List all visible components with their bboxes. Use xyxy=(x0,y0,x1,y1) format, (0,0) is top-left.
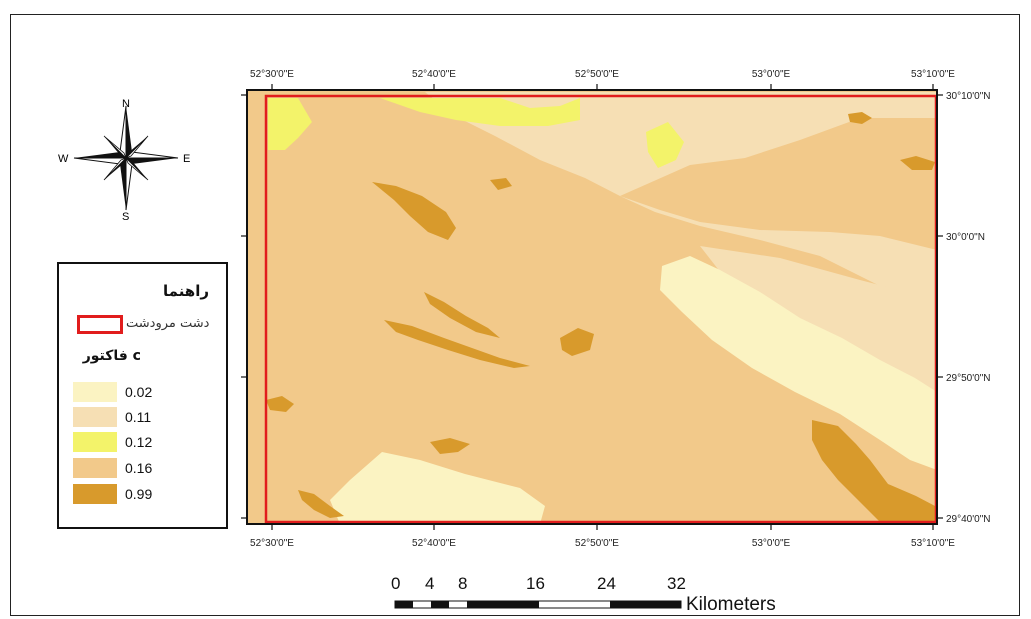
north-arrow-icon: N S E W xyxy=(58,98,190,223)
scale-tick-label: 24 xyxy=(597,574,616,593)
west-label: W xyxy=(58,153,69,165)
class-0-12-region-north xyxy=(380,98,580,126)
lon-label-bottom: 52°40'0"E xyxy=(412,538,456,549)
lon-label-top: 53°10'0"E xyxy=(911,69,955,80)
legend: راهنما دشت مرودشت فاکتور c 0.02 0.11 0.1… xyxy=(57,262,228,529)
scale-tick-label: 16 xyxy=(526,574,545,593)
class-0-99-patch-4 xyxy=(560,328,594,356)
scale-tick-label: 8 xyxy=(458,574,468,593)
boundary-swatch xyxy=(77,315,123,334)
class-swatch xyxy=(73,432,117,452)
lon-label-top: 52°40'0"E xyxy=(412,69,456,80)
class-0-02-region-south xyxy=(330,452,545,524)
class-label: 0.12 xyxy=(125,434,153,450)
class-label: 0.11 xyxy=(125,409,152,425)
boundary-label: دشت مرودشت xyxy=(126,316,210,331)
north-label: N xyxy=(122,98,130,110)
lat-label: 29°40'0"N xyxy=(946,514,991,525)
lon-label-top: 52°50'0"E xyxy=(575,69,619,80)
scale-tick-label: 0 xyxy=(391,574,401,593)
class-label: 0.02 xyxy=(125,384,153,400)
class-swatch xyxy=(73,484,117,504)
class-0-99-region-southeast xyxy=(812,420,935,522)
scale-bar xyxy=(394,600,682,609)
lon-label-bottom: 52°30'0"E xyxy=(250,538,294,549)
figure-frame xyxy=(10,14,1020,616)
class-swatch xyxy=(73,458,117,478)
factor-title: فاکتور c xyxy=(82,348,141,364)
lon-label-top: 52°30'0"E xyxy=(250,69,294,80)
class-0-99-patch-5 xyxy=(900,156,935,170)
lat-label: 30°10'0"N xyxy=(946,91,991,102)
lon-label-bottom: 53°0'0"E xyxy=(752,538,791,549)
south-label: S xyxy=(122,211,129,223)
class-0-99-patch-7 xyxy=(298,490,344,518)
lon-label-bottom: 53°10'0"E xyxy=(911,538,955,549)
class-label: 0.16 xyxy=(125,460,153,476)
class-swatch xyxy=(73,382,117,402)
class-0-99-patch-2 xyxy=(424,292,500,338)
class-label: 0.99 xyxy=(125,486,153,502)
map-canvas xyxy=(247,90,937,524)
class-0-12-region-north-east xyxy=(646,122,684,168)
lon-label-bottom: 52°50'0"E xyxy=(575,538,619,549)
class-0-99-patch-9 xyxy=(848,112,872,124)
lat-label: 29°50'0"N xyxy=(946,373,991,384)
class-0-99-patch-1 xyxy=(372,182,456,240)
class-0-99-patch-3 xyxy=(384,320,530,368)
graticule-ticks xyxy=(241,84,943,530)
class-0-12-region-northwest xyxy=(268,98,312,150)
scale-tick-label: 4 xyxy=(425,574,435,593)
class-0-99-patch-6 xyxy=(430,438,470,454)
class-0-99-patch-8 xyxy=(266,396,294,412)
scale-unit-label: Kilometers xyxy=(686,594,776,615)
east-label: E xyxy=(183,153,190,165)
lat-label: 30°0'0"N xyxy=(946,232,985,243)
map-neatline xyxy=(246,89,938,525)
class-0-16-region-northeast xyxy=(620,118,937,250)
class-0-02-region-east xyxy=(660,256,937,470)
legend-title: راهنما xyxy=(163,282,209,300)
scale-tick-label: 32 xyxy=(667,574,686,593)
class-0-99-patch-10 xyxy=(490,178,512,190)
class-swatch xyxy=(73,407,117,427)
lon-label-top: 53°0'0"E xyxy=(752,69,791,80)
